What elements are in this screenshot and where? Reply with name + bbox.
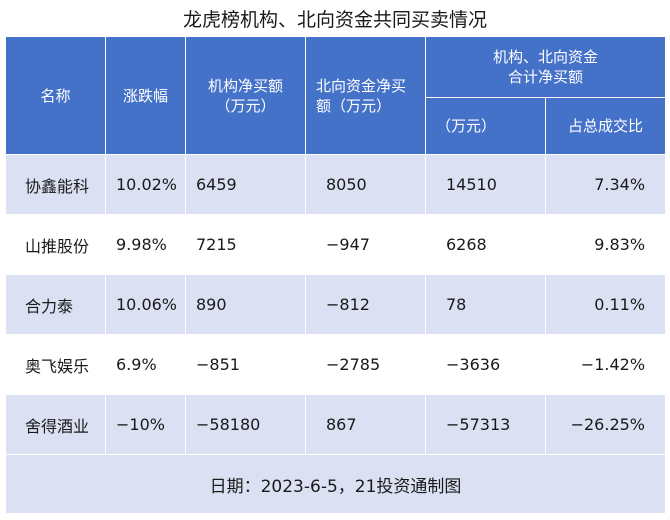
table-title: 龙虎榜机构、北向资金共同买卖情况 <box>182 9 487 31</box>
footer-note: 日期：2023-6-5，21投资通制图 <box>4 454 667 514</box>
cell-institution: −58180 <box>185 394 306 455</box>
header-change-label: 涨跌幅 <box>122 86 168 105</box>
cell-change: 10.06% <box>105 274 186 335</box>
cell-ratio: −1.42% <box>544 334 667 395</box>
cell-name: 山推股份 <box>5 214 106 275</box>
header-northbound-line2: 额（万元） <box>316 96 392 115</box>
cell-northbound: −947 <box>305 214 426 275</box>
cell-northbound: −2785 <box>305 334 426 395</box>
cell-name: 舍得酒业 <box>5 394 106 455</box>
header-combined-line2: 合计净买额 <box>508 68 584 86</box>
footer-row: 日期：2023-6-5，21投资通制图 <box>4 454 667 514</box>
table-row: 协鑫能科 10.02% 6459 8050 14510 7.34% <box>5 154 667 215</box>
cell-total: −3636 <box>425 334 546 395</box>
header-combined-amount: （万元） <box>425 97 546 155</box>
header-institution-line2: （万元） <box>215 96 276 115</box>
header-name-label: 名称 <box>40 86 71 105</box>
cell-name: 合力泰 <box>5 274 106 335</box>
cell-ratio: 0.11% <box>544 274 667 335</box>
cell-northbound: 8050 <box>305 154 426 215</box>
cell-institution: 7215 <box>185 214 306 275</box>
data-table: 名称 涨跌幅 机构净买额 （万元） 北向资金净买 额（万元） 机构、北向资金 合… <box>4 36 667 514</box>
cell-institution: 890 <box>185 274 306 335</box>
cell-total: −57313 <box>425 394 546 455</box>
header-combined-ratio: 占总成交比 <box>544 97 667 155</box>
header-name: 名称 <box>5 36 106 155</box>
header-combined: 机构、北向资金 合计净买额 <box>424 36 667 98</box>
cell-change: 10.02% <box>105 154 186 215</box>
cell-change: 9.98% <box>105 214 186 275</box>
header-northbound-line1: 北向资金净买 <box>316 76 407 95</box>
cell-total: 14510 <box>425 154 546 215</box>
cell-northbound: 867 <box>305 394 426 455</box>
header-northbound: 北向资金净买 额（万元） <box>305 36 426 155</box>
table-row: 舍得酒业 −10% −58180 867 −57313 −26.25% <box>5 394 667 455</box>
table-row: 山推股份 9.98% 7215 −947 6268 9.83% <box>5 214 667 275</box>
header-combined-line1: 机构、北向资金 <box>493 48 599 66</box>
cell-ratio: 7.34% <box>544 154 667 215</box>
header-institution-line1: 机构净买额 <box>207 76 283 95</box>
cell-name: 奥飞娱乐 <box>5 334 106 395</box>
header-change: 涨跌幅 <box>105 36 186 155</box>
cell-ratio: 9.83% <box>544 214 667 275</box>
cell-change: 6.9% <box>105 334 186 395</box>
header-combined-amount-label: （万元） <box>436 117 497 135</box>
cell-total: 78 <box>425 274 546 335</box>
cell-name: 协鑫能科 <box>5 154 106 215</box>
header-combined-ratio-label: 占总成交比 <box>568 117 644 135</box>
table-row: 合力泰 10.06% 890 −812 78 0.11% <box>5 274 667 335</box>
cell-northbound: −812 <box>305 274 426 335</box>
table-row: 奥飞娱乐 6.9% −851 −2785 −3636 −1.42% <box>5 334 667 395</box>
cell-total: 6268 <box>425 214 546 275</box>
cell-ratio: −26.25% <box>544 394 667 455</box>
cell-change: −10% <box>105 394 186 455</box>
cell-institution: 6459 <box>185 154 306 215</box>
header-institution: 机构净买额 （万元） <box>185 36 306 155</box>
cell-institution: −851 <box>185 334 306 395</box>
